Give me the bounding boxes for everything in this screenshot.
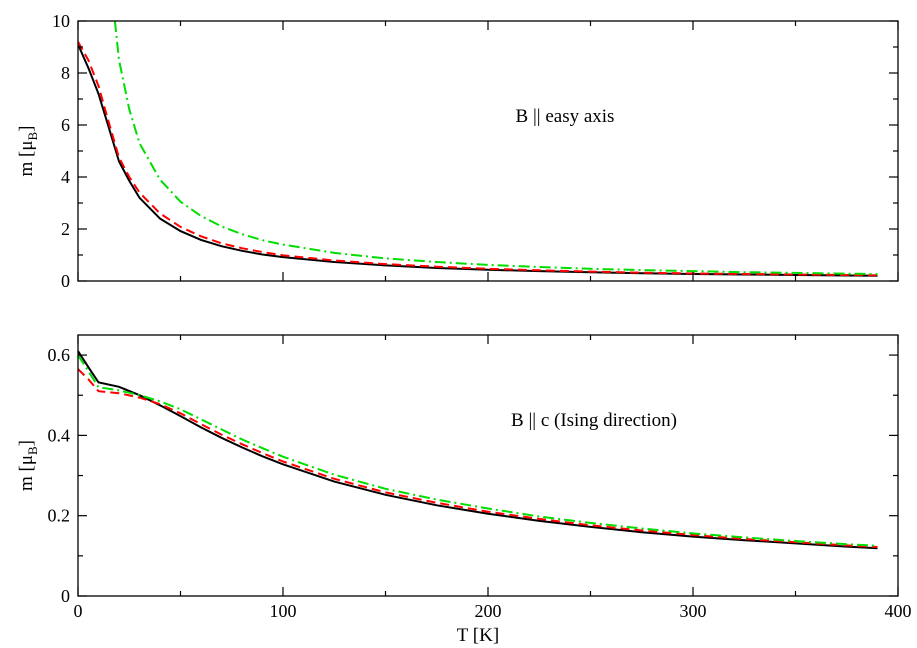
plot-frame bbox=[77, 334, 899, 597]
y-axis-label: m [μB] bbox=[16, 125, 40, 176]
series-line-3 bbox=[113, 21, 878, 275]
series-line-3 bbox=[78, 354, 878, 547]
y-tick-label: 0.2 bbox=[48, 506, 71, 526]
y-tick-label: 8 bbox=[61, 63, 70, 83]
series-line-1 bbox=[78, 43, 878, 277]
x-tick-label: 200 bbox=[475, 601, 502, 621]
plot-frame bbox=[77, 20, 899, 282]
panel-ising-direction: 0 100 200 300 400 0 0.2 0.4 0.6 m [μB] B || c (Isi… bbox=[16, 334, 912, 646]
x-tick-label: 100 bbox=[270, 601, 297, 621]
series-line-2 bbox=[78, 41, 878, 277]
panel-easy-axis: 0 2 4 6 8 10 m [μB] B || easy axis bbox=[16, 11, 899, 291]
panel-annotation: B || easy axis bbox=[516, 106, 615, 127]
y-tick-label: 10 bbox=[52, 11, 70, 31]
x-tick-label: 400 bbox=[885, 601, 912, 621]
y-tick-label: 6 bbox=[61, 115, 70, 135]
y-tick-label: 0 bbox=[61, 586, 70, 606]
x-tick-label: 0 bbox=[74, 601, 83, 621]
series-line-2 bbox=[78, 368, 878, 548]
x-axis-label: T [K] bbox=[457, 625, 499, 646]
y-axis-label: m [μB] bbox=[16, 440, 40, 491]
series-line-1 bbox=[78, 350, 878, 550]
x-tick-label: 300 bbox=[680, 601, 707, 621]
y-tick-label: 0 bbox=[61, 271, 70, 291]
y-tick-label: 0.4 bbox=[48, 425, 71, 445]
y-tick-label: 2 bbox=[61, 219, 70, 239]
panel-annotation: B || c (Ising direction) bbox=[511, 410, 677, 431]
y-tick-label: 4 bbox=[61, 167, 70, 187]
y-tick-label: 0.6 bbox=[48, 345, 71, 365]
